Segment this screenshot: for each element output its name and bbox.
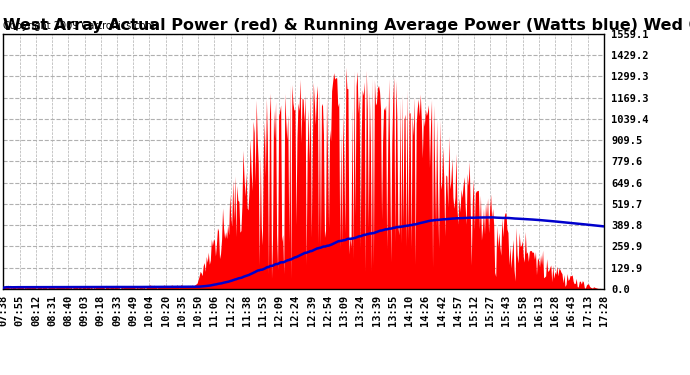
Text: West Array Actual Power (red) & Running Average Power (Watts blue) Wed Oct 21 17: West Array Actual Power (red) & Running … [3,18,690,33]
Text: Copyright 2009 Cartronics.com: Copyright 2009 Cartronics.com [3,21,155,31]
